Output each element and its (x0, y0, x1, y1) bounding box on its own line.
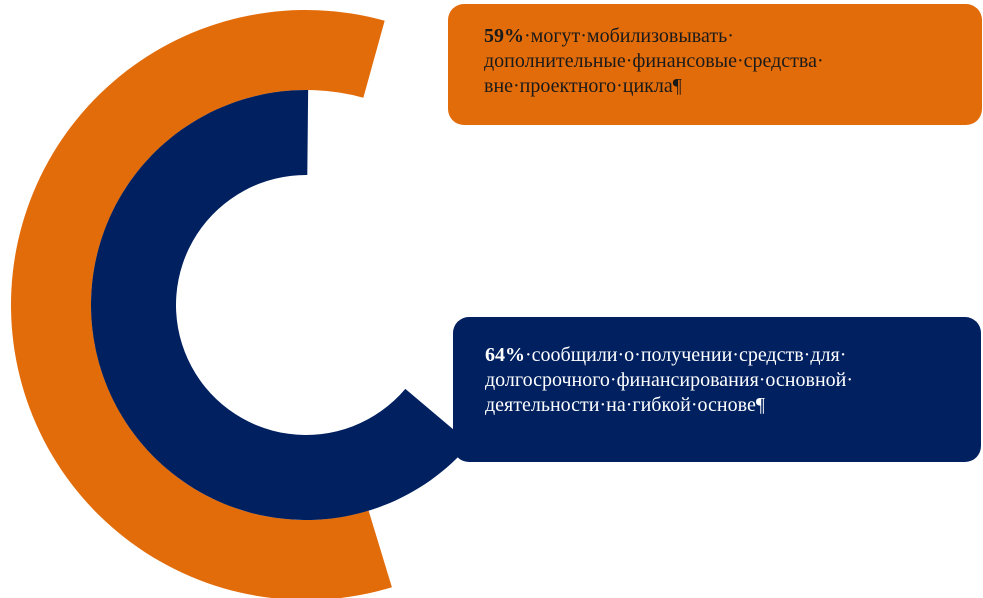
callout-59-text-line2: дополнительные·финансовые·средства· (484, 50, 824, 72)
callout-64-text-line3: деятельности·на·гибкой·основе¶ (485, 394, 765, 416)
callout-59-percent: 59%·могут·мобилизовывать· дополнительные… (448, 4, 982, 125)
callout-59-text-line3: вне·проектного·цикла¶ (484, 75, 682, 97)
arc-59-percent (11, 10, 392, 598)
arc-64-percent (90, 89, 471, 520)
callout-59-text-line1: ·могут·мобилизовывать· (524, 25, 734, 47)
callout-64-text-line2: долгосрочного·финансирования·основной· (485, 369, 854, 391)
callout-64-text-line1: ·сообщили·о·получении·средств·для· (525, 344, 847, 366)
callout-64-value: 64% (485, 344, 525, 366)
callout-64-line1: 64%·сообщили·о·получении·средств·для· (485, 343, 965, 368)
callout-64-percent: 64%·сообщили·о·получении·средств·для· до… (453, 317, 981, 462)
callout-59-value: 59% (484, 25, 524, 47)
